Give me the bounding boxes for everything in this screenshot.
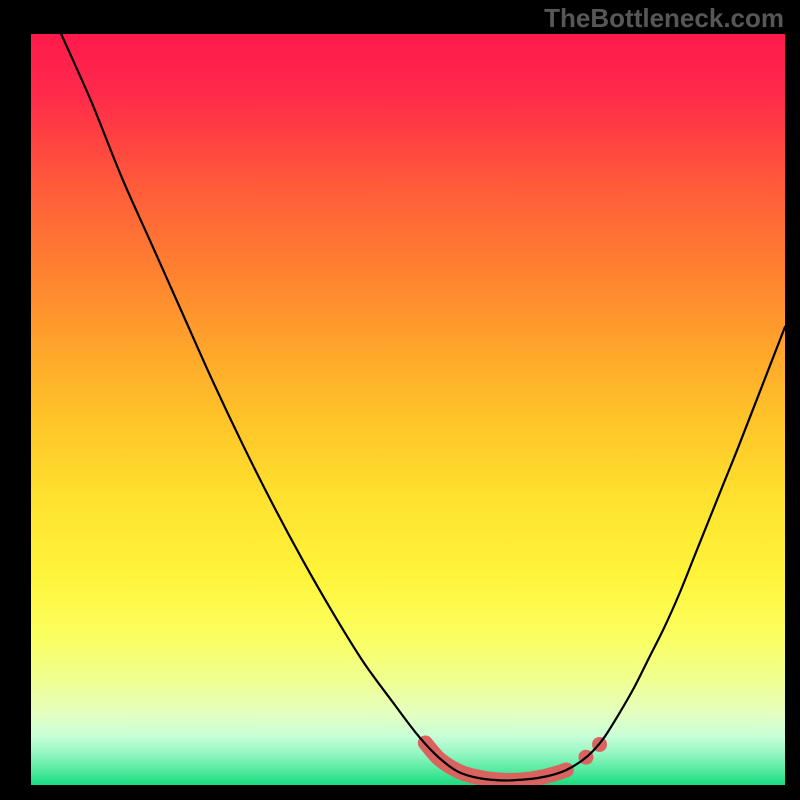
watermark-text: TheBottleneck.com	[544, 3, 784, 34]
highlight-segment	[425, 743, 566, 781]
plot-area	[31, 34, 785, 785]
chart-frame: TheBottleneck.com	[0, 0, 800, 800]
main-curve	[61, 34, 785, 780]
chart-svg	[31, 34, 785, 785]
